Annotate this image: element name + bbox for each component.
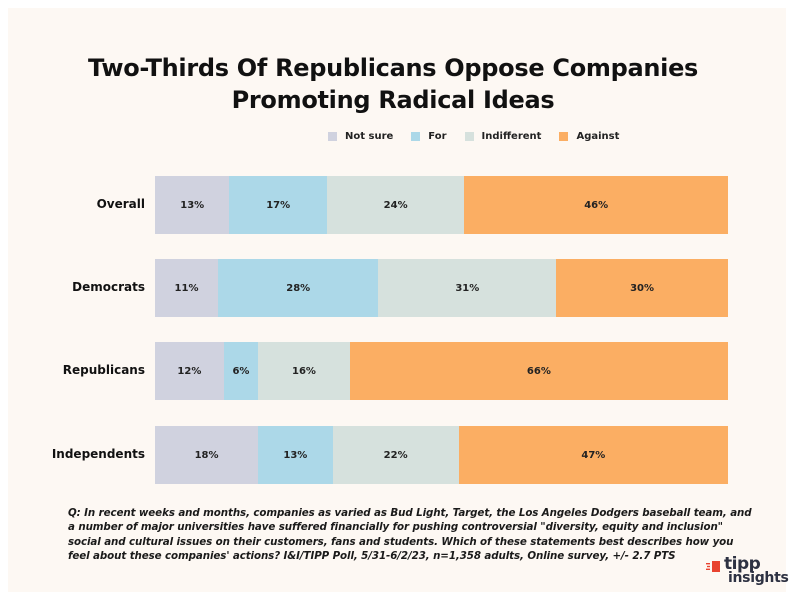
bar-segment-for: 17% (229, 176, 327, 234)
logo-text-tipp: tipp (724, 554, 761, 574)
survey-note: Q: In recent weeks and months, companies… (68, 507, 752, 563)
bar-segment-against: 66% (349, 342, 728, 400)
legend-swatch (464, 132, 474, 141)
legend-label: Indifferent (481, 131, 542, 142)
stacked-bar-republicans: 12% 6% 16% 66% (155, 342, 728, 400)
legend-item-against: Against (559, 131, 619, 142)
data-label: 18% (194, 449, 219, 461)
bar-segment-indifferent: 16% (258, 342, 350, 400)
category-label: Independents (51, 447, 145, 461)
data-label: 11% (174, 282, 199, 294)
data-label: 31% (455, 282, 480, 294)
legend-item-not-sure: Not sure (328, 131, 393, 142)
category-label: Republicans (62, 363, 145, 377)
tipp-insights-logo: tipp insights (706, 554, 789, 588)
data-label: 46% (584, 199, 609, 211)
data-label: 47% (581, 449, 606, 461)
title-line-2: Promoting Radical Ideas (231, 86, 555, 114)
data-label: 6% (232, 365, 250, 377)
bar-segment-indifferent: 22% (332, 426, 459, 484)
legend-swatch (411, 132, 421, 141)
data-label: 12% (177, 365, 202, 377)
bar-segment-against: 47% (458, 426, 728, 484)
data-label: 13% (180, 199, 205, 211)
bar-segment-for: 13% (258, 426, 333, 484)
bar-segment-against: 30% (556, 259, 728, 317)
stacked-bar-overall: 13% 17% 24% 46% (155, 176, 728, 234)
legend-swatch (559, 132, 569, 141)
stacked-bar-democrats: 11% 28% 31% 30% (155, 259, 728, 317)
bar-segment-for: 6% (223, 342, 259, 400)
data-label: 66% (526, 365, 551, 377)
chart-title: Two-Thirds Of Republicans Oppose Compani… (0, 52, 786, 116)
title-line-1: Two-Thirds Of Republicans Oppose Compani… (87, 54, 699, 82)
data-label: 28% (286, 282, 311, 294)
data-label: 22% (383, 449, 408, 461)
bar-segment-indifferent: 24% (326, 176, 465, 234)
bar-segment-not-sure: 11% (155, 259, 219, 317)
logo-text-insights: insights (728, 570, 789, 586)
category-label: Overall (96, 197, 145, 211)
legend-item-for: For (411, 131, 447, 142)
data-label: 24% (383, 199, 408, 211)
legend-label: Not sure (345, 131, 394, 142)
logo-mark-icon (706, 561, 720, 572)
data-label: 30% (630, 282, 654, 294)
bar-segment-against: 46% (464, 176, 728, 234)
legend-item-indifferent: Indifferent (464, 131, 542, 142)
data-label: 17% (266, 199, 291, 211)
legend: Not sure For Indifferent Against (328, 131, 637, 142)
legend-swatch (328, 132, 337, 141)
stacked-bar-independents: 18% 13% 22% 47% (155, 426, 728, 484)
bar-segment-for: 28% (218, 259, 379, 317)
bar-segment-not-sure: 13% (155, 176, 230, 234)
category-label: Democrats (72, 280, 145, 294)
bar-segment-indifferent: 31% (378, 259, 557, 317)
legend-label: For (428, 131, 447, 142)
data-label: 16% (291, 365, 316, 377)
legend-label: Against (576, 131, 620, 142)
bar-segment-not-sure: 18% (155, 426, 259, 484)
bar-segment-not-sure: 12% (155, 342, 224, 400)
data-label: 13% (283, 449, 308, 461)
